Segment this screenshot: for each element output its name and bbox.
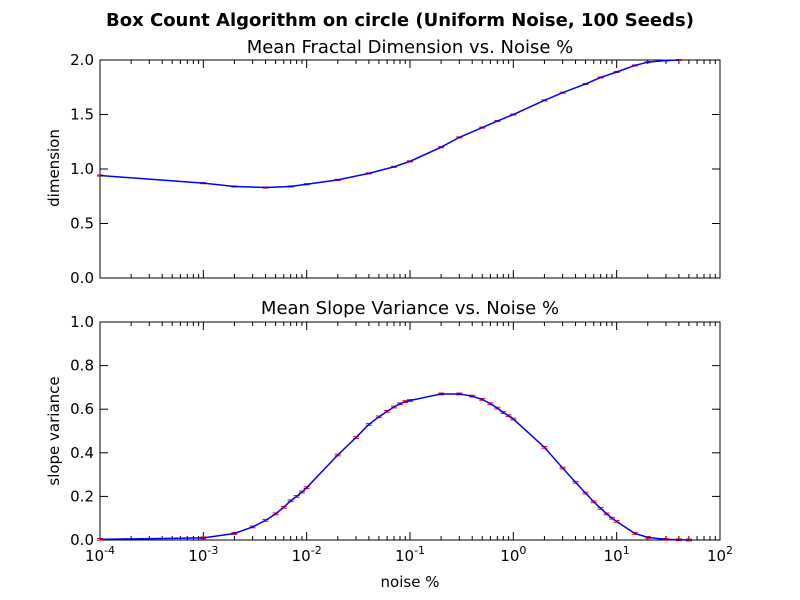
dimension-y-tick-label: 1.0 [70,160,94,178]
slope-variance-y-tick-label: 0.4 [70,444,94,462]
dimension-y-tick-label: 2.0 [70,51,94,69]
x-tick-label: 102 [707,544,733,565]
slope-variance-y-tick-label: 0.2 [70,487,94,505]
slope-variance-axes-frame [99,321,721,541]
dimension-y-axis-label: dimension [45,129,63,207]
slope-variance-y-tick-label: 0.6 [70,400,94,418]
x-tick-label: 10-1 [395,544,425,565]
slope-variance-series-line [99,393,689,541]
figure-suptitle: Box Count Algorithm on circle (Uniform N… [106,10,694,31]
x-axis-label: noise % [381,573,440,591]
dimension-subplot: Mean Fractal Dimension vs. Noise % dimen… [45,37,721,287]
dimension-axes-frame [99,59,721,279]
x-tick-label: 100 [500,544,526,565]
slope-variance-y-tick-label: 1.0 [70,313,94,331]
slope-variance-y-tick-label: 0.0 [70,531,94,549]
dimension-y-tick-label: 1.5 [70,106,94,124]
x-tick-label: 10-4 [85,544,115,565]
x-tick-label: 10-2 [292,544,322,565]
x-tick-label: 101 [604,544,630,565]
dimension-y-tick-label: 0.0 [70,269,94,287]
x-tick-label: 10-3 [188,544,218,565]
dimension-plot-title: Mean Fractal Dimension vs. Noise % [247,37,574,58]
slope-variance-y-axis-label: slope variance [45,376,63,485]
dimension-series-line [99,59,679,189]
slope-variance-subplot: Mean Slope Variance vs. Noise % slope va… [45,298,733,591]
dimension-y-tick-label: 0.5 [70,215,94,233]
slope-variance-plot-title: Mean Slope Variance vs. Noise % [261,298,559,319]
slope-variance-y-tick-label: 0.8 [70,357,94,375]
